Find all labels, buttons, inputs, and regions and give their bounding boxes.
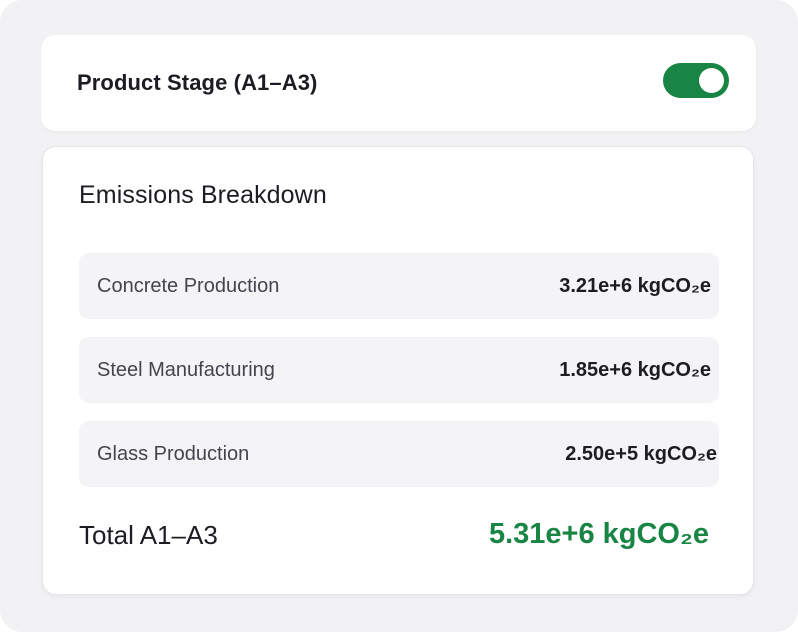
emission-row-value: 2.50e+5 kgCO₂e xyxy=(565,443,717,465)
total-label: Total A1–A3 xyxy=(79,520,218,550)
product-stage-title: Product Stage (A1–A3) xyxy=(77,70,318,95)
product-stage-toggle[interactable] xyxy=(663,63,729,98)
emission-row-label: Steel Manufacturing xyxy=(97,359,275,381)
emission-row-steel: Steel Manufacturing 1.85e+6 kgCO₂e xyxy=(79,337,719,403)
emissions-breakdown-title: Emissions Breakdown xyxy=(79,181,327,209)
toggle-knob xyxy=(699,68,724,93)
total-value: 5.31e+6 kgCO₂e xyxy=(488,518,709,550)
emission-row-label: Concrete Production xyxy=(97,275,280,297)
emission-row-glass: Glass Production 2.50e+5 kgCO₂e xyxy=(79,421,719,487)
emission-row-label: Glass Production xyxy=(97,443,250,465)
emission-row-value: 3.21e+6 kgCO₂e xyxy=(559,275,711,297)
emission-row-concrete: Concrete Production 3.21e+6 kgCO₂e xyxy=(79,253,719,319)
emission-row-value: 1.85e+6 kgCO₂e xyxy=(559,359,711,381)
emissions-breakdown-card: Emissions Breakdown Concrete Production … xyxy=(42,146,754,595)
product-stage-card: Product Stage (A1–A3) xyxy=(41,35,756,131)
